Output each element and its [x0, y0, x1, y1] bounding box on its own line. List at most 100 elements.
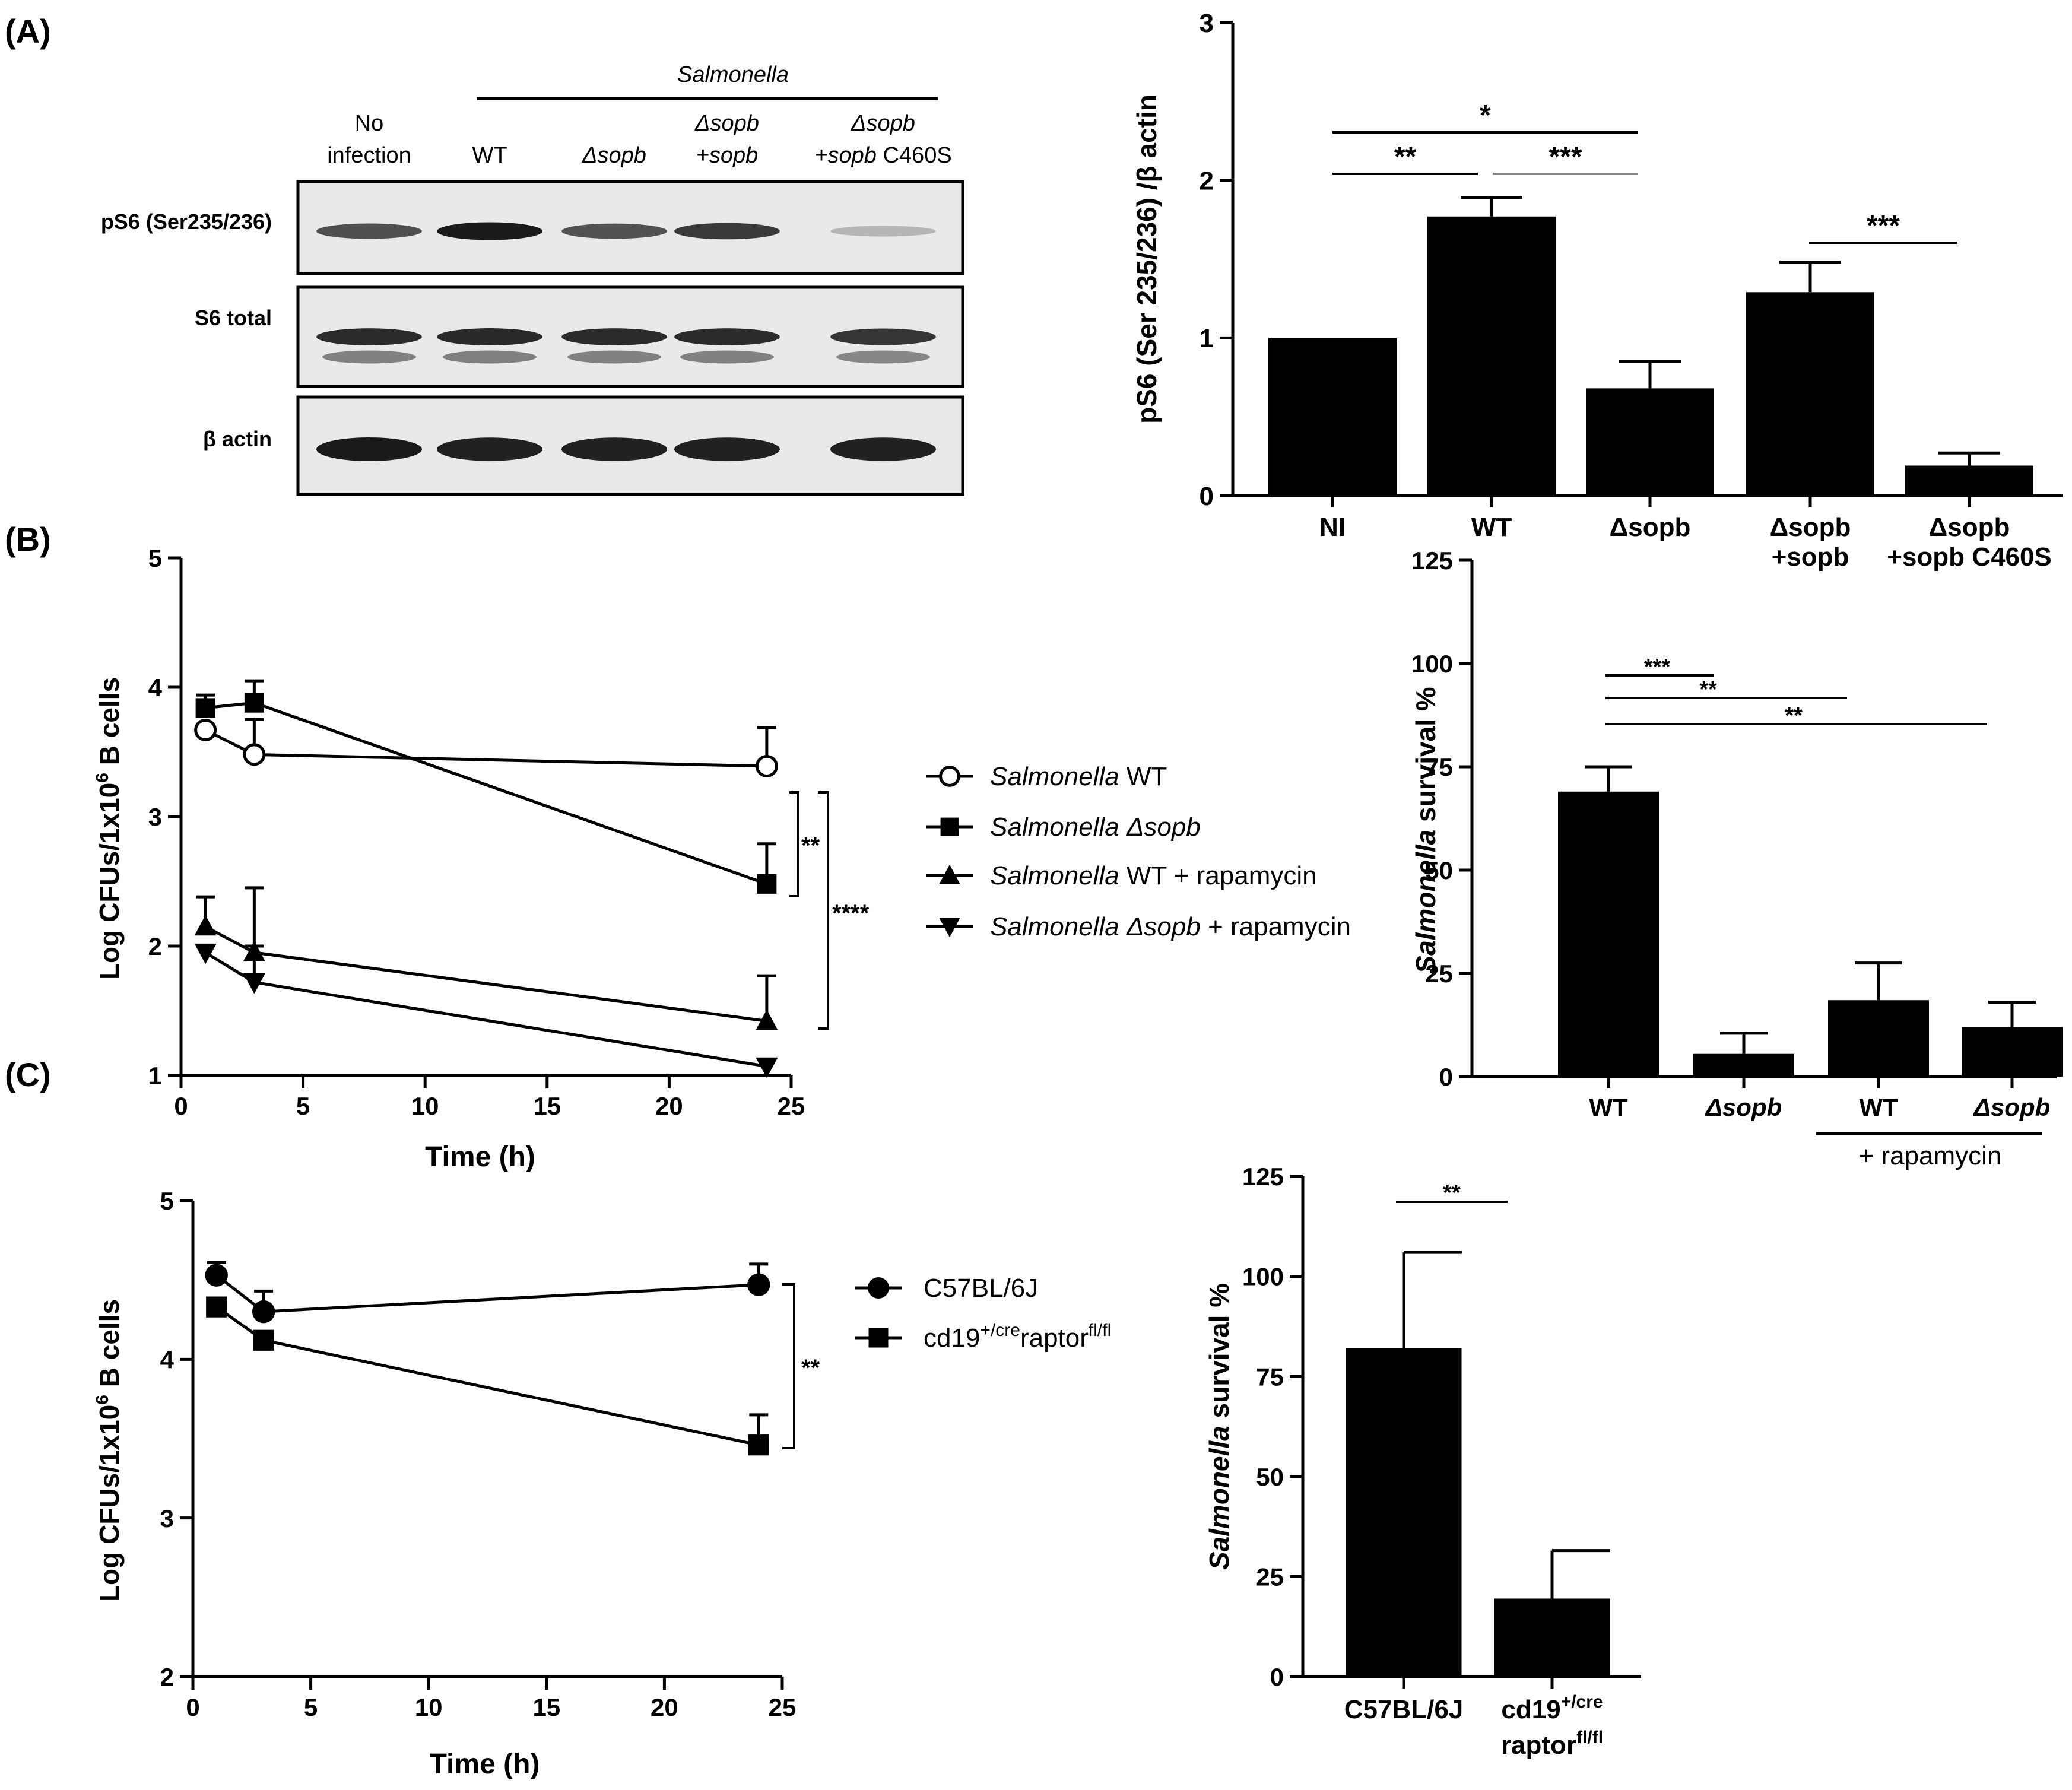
x-tick-label: 5 — [304, 1693, 318, 1721]
y-axis-label-tail: B cells — [94, 677, 125, 773]
marker-circle — [868, 1277, 889, 1299]
y-tick-label: 50 — [1256, 1463, 1284, 1491]
significance-label: **** — [832, 900, 870, 926]
y-axis-label: Salmonella survival % — [1410, 687, 1441, 973]
legend-text: C57BL/6J — [924, 1274, 1038, 1303]
y-tick-label: 125 — [1411, 547, 1453, 575]
lane-label-italic: +sopb — [814, 143, 877, 168]
legend-text: raptor — [1020, 1324, 1089, 1353]
significance-bracket — [782, 1283, 795, 1449]
marker-square — [253, 1329, 274, 1351]
significance-label: *** — [1867, 210, 1900, 242]
marker-square — [748, 1434, 769, 1456]
legend-text-tail: + rapamycin — [1201, 912, 1351, 941]
category-sup: fl/fl — [1576, 1728, 1603, 1747]
blot-band — [561, 437, 667, 461]
series-line — [204, 728, 767, 768]
marker-circle — [252, 1300, 275, 1324]
y-tick-label: 50 — [1425, 856, 1453, 884]
significance-label: *** — [1644, 655, 1671, 680]
y-tick-label: 3 — [160, 1505, 174, 1532]
marker-open-circle — [194, 718, 217, 741]
y-tick-label: 4 — [160, 1345, 174, 1373]
y-axis-label-italic: Salmonella — [1204, 1426, 1235, 1570]
y-tick-label: 0 — [1270, 1663, 1284, 1691]
significance-label: ** — [801, 1355, 820, 1381]
legend-sup: +/cre — [980, 1321, 1020, 1340]
panel-label-a: (A) — [5, 12, 51, 50]
x-category-label: Δsopb — [1929, 513, 2010, 542]
bar — [1828, 1000, 1929, 1077]
y-tick-label: 1 — [1200, 324, 1214, 353]
lane-label-plain: C460S — [877, 143, 952, 168]
category-base: cd19 — [1501, 1695, 1560, 1724]
x-tick-label: 0 — [174, 1092, 188, 1120]
legend-entry: Salmonella Δsopb — [990, 813, 1201, 842]
legend-italic: Salmonella — [990, 762, 1119, 791]
x-tick-label: 25 — [769, 1693, 797, 1721]
x-category-label: WT — [1471, 513, 1512, 542]
x-category-label: +sopb — [1772, 542, 1849, 572]
x-category-label: Δsopb — [1610, 513, 1691, 542]
legend-entry: C57BL/6J — [924, 1274, 1038, 1303]
x-category-label: NI — [1319, 513, 1346, 542]
marker-triangle-down — [194, 943, 217, 964]
significance-label: ** — [801, 833, 820, 859]
bar — [1693, 1053, 1794, 1077]
marker-triangle-down — [756, 1057, 778, 1078]
blot-lane-label-line2: +sopb C460S — [814, 143, 951, 168]
blot-lane-label-line1: Δsopb — [694, 111, 759, 136]
panel-label-c: (C) — [5, 1056, 51, 1093]
blot-band — [437, 222, 542, 240]
legend-text: WT — [1119, 762, 1167, 791]
legend-text: Δsopb — [1119, 912, 1201, 941]
y-tick-label: 25 — [1425, 960, 1453, 988]
blot-band — [561, 328, 667, 345]
blot-band — [316, 328, 422, 345]
y-tick-label: 2 — [160, 1663, 174, 1691]
significance-label: ** — [1785, 703, 1803, 728]
survival-bar-chart-b: 0 25 50 75 100 125 WT Δsopb WT Δsopb + rapamycin Sa… — [1410, 547, 2063, 1170]
x-category-label: Δsopb — [1770, 513, 1851, 542]
marker-square — [195, 698, 215, 718]
series-line — [215, 1306, 759, 1447]
legend-entry: cd19+/creraptorfl/fl — [924, 1321, 1111, 1353]
significance-label: ** — [1699, 677, 1717, 702]
y-axis-label-text: pS6 (Ser 235/236) /β actin — [1131, 94, 1162, 424]
x-axis-label: Time (h) — [425, 1141, 535, 1173]
marker-circle — [747, 1273, 770, 1296]
blot-band — [674, 328, 780, 345]
y-tick-label: 0 — [1200, 482, 1214, 511]
marker-open-circle — [939, 766, 960, 787]
y-tick-label: 5 — [160, 1187, 174, 1215]
y-axis-label-italic: Salmonella — [1410, 830, 1441, 974]
legend-text: Δsopb — [1119, 813, 1201, 842]
marker-square — [757, 874, 777, 894]
x-category-label: C57BL/6J — [1344, 1695, 1464, 1724]
x-tick-label: 25 — [778, 1092, 805, 1120]
x-tick-label: 5 — [296, 1092, 310, 1120]
blot-band — [316, 437, 422, 461]
category-sup: +/cre — [1561, 1692, 1603, 1712]
y-tick-label: 2 — [148, 932, 162, 960]
y-axis-label-text: survival % — [1204, 1283, 1235, 1426]
bar — [1346, 1348, 1462, 1677]
blot-band — [674, 223, 780, 240]
blot-lane-label-line2: infection — [327, 143, 411, 168]
series-line — [205, 701, 767, 886]
blot-band — [830, 328, 936, 345]
blot-band-lower — [836, 350, 930, 364]
marker-square — [206, 1296, 227, 1318]
legend-entry: Salmonella WT + rapamycin — [990, 861, 1317, 890]
blot-band — [561, 223, 667, 239]
legend-entry: Salmonella Δsopb + rapamycin — [990, 912, 1351, 941]
legend-italic: Salmonella — [990, 912, 1119, 941]
blot-lane-label-line2: WT — [472, 143, 507, 168]
blot-row-label: S6 total — [195, 306, 272, 330]
blot-band-lower — [567, 350, 661, 364]
legend-italic: Salmonella — [990, 813, 1119, 842]
y-axis-label-text: survival % — [1410, 687, 1441, 829]
blot-band-lower — [322, 350, 416, 364]
x-axis-label: Time (h) — [430, 1748, 540, 1780]
